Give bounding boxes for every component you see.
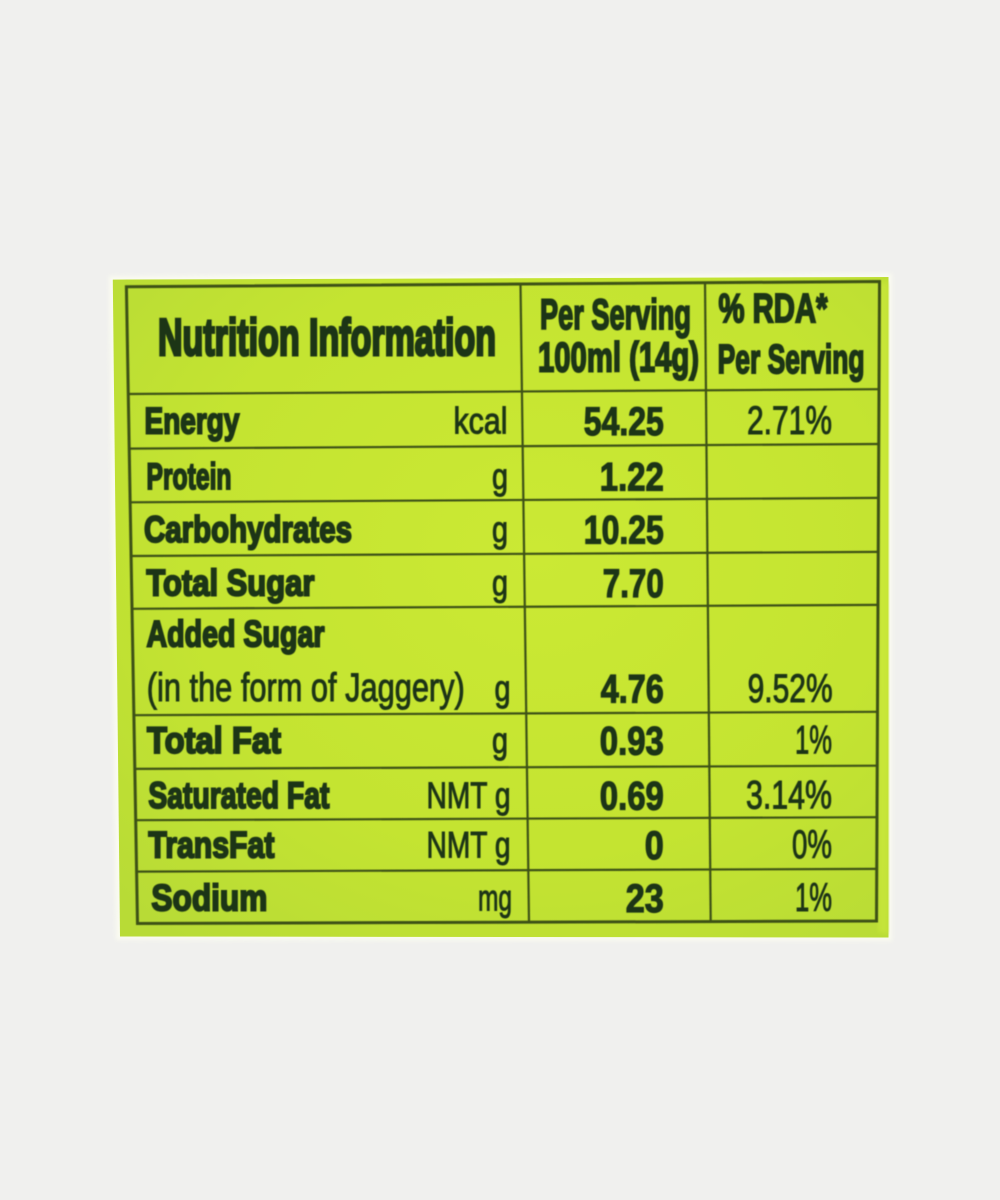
- svg-text:0: 0: [645, 824, 664, 868]
- svg-text:Nutrition Information: Nutrition Information: [158, 309, 496, 367]
- svg-text:(in the form of Jaggery): (in the form of Jaggery): [147, 666, 465, 710]
- svg-text:10.25: 10.25: [584, 509, 664, 553]
- svg-text:TransFat: TransFat: [148, 825, 274, 866]
- svg-text:4.76: 4.76: [601, 668, 664, 712]
- svg-text:% RDA*: % RDA*: [719, 285, 828, 331]
- svg-text:9.52%: 9.52%: [748, 667, 833, 711]
- svg-text:0%: 0%: [792, 823, 832, 867]
- svg-text:mg: mg: [478, 878, 512, 919]
- svg-text:54.25: 54.25: [584, 400, 664, 444]
- svg-text:3.14%: 3.14%: [746, 774, 832, 818]
- svg-text:1%: 1%: [795, 719, 832, 763]
- svg-text:Saturated Fat: Saturated Fat: [148, 775, 329, 816]
- svg-text:23: 23: [626, 877, 664, 921]
- svg-text:NMT g: NMT g: [427, 775, 511, 816]
- svg-text:kcal: kcal: [454, 401, 508, 442]
- svg-text:g: g: [492, 720, 508, 761]
- svg-text:g: g: [495, 668, 511, 709]
- svg-text:100ml (14g): 100ml (14g): [538, 334, 699, 381]
- svg-text:Carbohydrates: Carbohydrates: [144, 509, 352, 550]
- svg-text:Energy: Energy: [145, 401, 240, 442]
- svg-text:0.93: 0.93: [600, 720, 664, 764]
- svg-text:7.70: 7.70: [603, 562, 664, 606]
- svg-text:Total Fat: Total Fat: [147, 720, 281, 761]
- svg-text:Protein: Protein: [147, 456, 232, 497]
- svg-text:g: g: [492, 563, 508, 604]
- svg-text:g: g: [492, 456, 508, 497]
- svg-text:Sodium: Sodium: [151, 878, 267, 919]
- svg-text:Total Sugar: Total Sugar: [146, 563, 314, 604]
- svg-text:1%: 1%: [795, 876, 832, 920]
- svg-text:1.22: 1.22: [600, 456, 664, 500]
- svg-text:Added Sugar: Added Sugar: [147, 614, 325, 655]
- svg-text:NMT g: NMT g: [427, 825, 511, 866]
- svg-text:g: g: [492, 509, 508, 550]
- svg-text:2.71%: 2.71%: [747, 399, 832, 443]
- svg-text:0.69: 0.69: [600, 775, 664, 819]
- svg-text:Per Serving: Per Serving: [718, 336, 865, 382]
- svg-text:Per Serving: Per Serving: [540, 291, 691, 339]
